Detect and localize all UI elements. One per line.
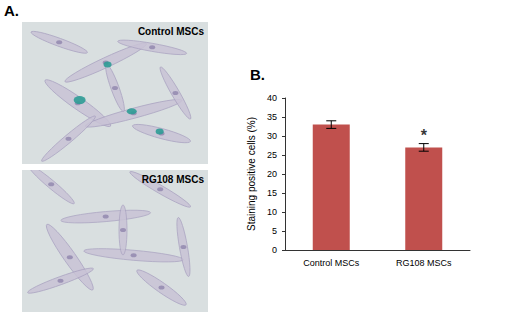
svg-text:A.: A. xyxy=(4,2,19,19)
html-text:B.: B. xyxy=(250,66,265,83)
svg-text:25: 25 xyxy=(267,150,277,160)
svg-text:10: 10 xyxy=(267,207,277,217)
svg-text:0: 0 xyxy=(272,245,277,255)
svg-text:5: 5 xyxy=(272,226,277,236)
svg-text:15: 15 xyxy=(267,188,277,198)
svg-text:Control MSCs: Control MSCs xyxy=(138,26,205,37)
svg-text:Staining positive cells (%): Staining positive cells (%) xyxy=(246,117,257,231)
svg-text:RG108 MSCs: RG108 MSCs xyxy=(396,258,452,268)
svg-text:30: 30 xyxy=(267,131,277,141)
svg-text:20: 20 xyxy=(267,169,277,179)
svg-text:40: 40 xyxy=(267,93,277,103)
svg-text:RG108 MSCs: RG108 MSCs xyxy=(142,174,205,185)
svg-text:*: * xyxy=(421,127,428,144)
svg-text:Control MSCs: Control MSCs xyxy=(303,258,360,268)
svg-text:35: 35 xyxy=(267,112,277,122)
